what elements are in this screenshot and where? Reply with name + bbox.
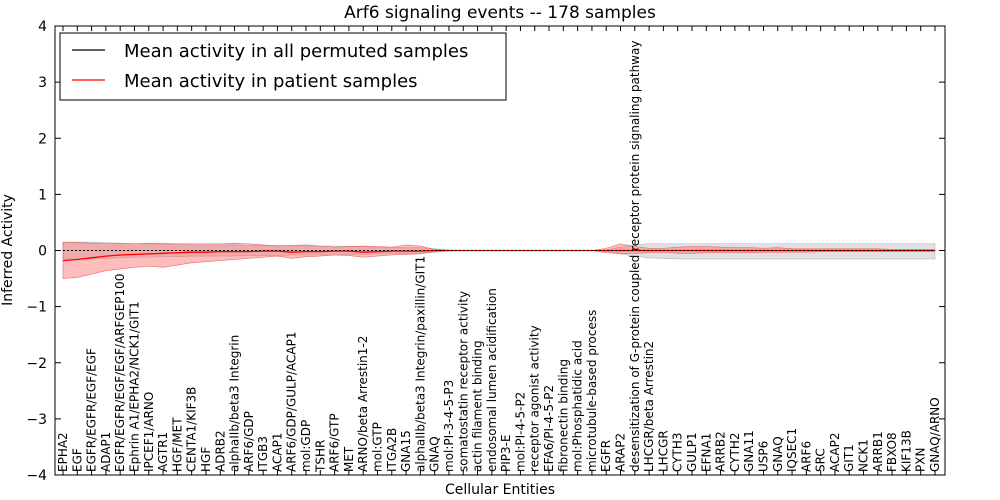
legend-box bbox=[59, 32, 507, 101]
x-tick-label: ITGA2B bbox=[385, 428, 399, 472]
x-tick-label: IQSEC1 bbox=[785, 428, 799, 472]
x-tick-label: ACAP2 bbox=[828, 433, 842, 472]
x-tick-label: alphaIIb/beta3 Integrin/paxillin/GIT1 bbox=[413, 256, 427, 472]
x-tick-label: actin filament binding bbox=[471, 340, 485, 472]
x-tick-label: ARAP2 bbox=[614, 433, 628, 472]
y-tick-label: −3 bbox=[26, 412, 47, 428]
y-tick-label: 3 bbox=[38, 75, 47, 91]
y-tick-label: 1 bbox=[38, 187, 47, 203]
x-tick-label: microtubule-based process bbox=[585, 310, 599, 472]
x-tick-label: EGFR bbox=[599, 440, 613, 472]
x-tick-label: LHCGR bbox=[656, 430, 670, 472]
x-tick-label: TSHR bbox=[313, 440, 327, 473]
y-tick-label: −2 bbox=[26, 356, 47, 372]
x-tick-label: endosomal lumen acidification bbox=[485, 288, 499, 472]
x-tick-label: NCK1 bbox=[857, 439, 871, 472]
x-tick-label: GNAQ/ARNO bbox=[928, 397, 942, 472]
x-tick-label: mol:GTP bbox=[370, 422, 384, 472]
x-tick-label: ADAP1 bbox=[99, 432, 113, 472]
x-tick-label: receptor agonist activity bbox=[528, 325, 542, 472]
x-tick-label: alphaIIb/beta3 Integrin bbox=[228, 335, 242, 472]
x-tick-label: USP6 bbox=[756, 441, 770, 472]
x-tick-label: GNA11 bbox=[742, 430, 756, 472]
x-tick-label: fibronectin binding bbox=[556, 359, 570, 472]
x-tick-label: HGF/MET bbox=[170, 417, 184, 472]
x-tick-label: LHCGR/beta Arrestin2 bbox=[642, 341, 656, 472]
y-tick-label: −1 bbox=[26, 300, 47, 316]
x-tick-label: CENTA1/KIF3B bbox=[185, 387, 199, 472]
x-tick-label: ARRB2 bbox=[714, 431, 728, 472]
x-tick-label: PIP3-E bbox=[499, 434, 513, 472]
x-tick-label: EPHA2 bbox=[56, 432, 70, 472]
x-tick-label: GIT1 bbox=[842, 444, 856, 472]
x-tick-label: CYTH2 bbox=[728, 433, 742, 473]
legend-entry-permuted: Mean activity in all permuted samples bbox=[124, 41, 468, 62]
x-tick-label: mol:GDP bbox=[299, 420, 313, 472]
x-tick-label: PXN bbox=[914, 448, 928, 472]
x-tick-label: HGF bbox=[199, 447, 213, 472]
y-axis-label: Inferred Activity bbox=[0, 194, 16, 306]
y-tick-label: −4 bbox=[26, 468, 47, 484]
x-tick-label: CYTH3 bbox=[671, 433, 685, 473]
x-tick-label: AGTR1 bbox=[156, 432, 170, 472]
x-tick-label: EFNA1 bbox=[699, 433, 713, 472]
chart-title: Arf6 signaling events -- 178 samples bbox=[344, 3, 656, 23]
x-tick-label: EGFR/EGFR/EGF/EGF bbox=[85, 348, 99, 472]
x-tick-label: desensitization of G-protein coupled rec… bbox=[628, 41, 642, 472]
y-axis-ticks: 4 3 2 1 0 −1 −2 −3 −4 bbox=[26, 19, 945, 484]
x-tick-label: mol:PI-4-5-P2 bbox=[513, 392, 527, 472]
x-tick-label: ARF6 bbox=[799, 441, 813, 472]
x-tick-label: mol:PI-3-4-5-P3 bbox=[442, 380, 456, 472]
x-tick-label: ARNO/beta Arrestin1-2 bbox=[356, 336, 370, 472]
x-tick-label: ARF6/GTP bbox=[328, 413, 342, 472]
x-tick-label: SRC bbox=[814, 448, 828, 472]
x-tick-label: ARF6/GDP/GULP/ACAP1 bbox=[285, 332, 299, 472]
x-tick-label: somatostatin receptor activity bbox=[456, 291, 470, 472]
x-tick-label: Ephrin A1/EPHA2/NCK1/GIT1 bbox=[127, 301, 141, 472]
x-axis-label: Cellular Entities bbox=[445, 482, 555, 498]
x-tick-label: IPCEF1/ARNO bbox=[142, 392, 156, 472]
y-tick-label: 2 bbox=[38, 131, 47, 147]
x-tick-label: ARRB1 bbox=[871, 431, 885, 472]
x-tick-label: ITGB3 bbox=[256, 436, 270, 472]
x-tick-label: EGF bbox=[70, 448, 84, 472]
x-tick-label: EFA6/PI-4-5-P2 bbox=[542, 385, 556, 472]
x-tick-label: GULP1 bbox=[685, 432, 699, 472]
y-tick-label: 0 bbox=[38, 244, 47, 260]
x-tick-label: ADRB2 bbox=[213, 430, 227, 472]
y-tick-label: 4 bbox=[38, 19, 47, 35]
x-tick-label: FBXO8 bbox=[885, 432, 899, 472]
legend-entry-patient: Mean activity in patient samples bbox=[124, 71, 418, 92]
x-tick-label: GNA15 bbox=[399, 430, 413, 472]
band-permuted bbox=[62, 241, 936, 260]
x-tick-label: KIF13B bbox=[899, 430, 913, 472]
x-axis-ticks: EPHA2 EGF EGFR/EGFR/EGF/EGF ADAP1 EGFR/EGFR/… bbox=[56, 26, 942, 475]
x-tick-label: GNAQ bbox=[771, 436, 785, 472]
x-tick-label: EGFR/EGFR/EGF/EGF/ARFGEP100 bbox=[113, 274, 127, 472]
x-tick-label: ACAP1 bbox=[270, 433, 284, 472]
x-tick-label: MET bbox=[342, 446, 356, 472]
x-tick-label: mol:Phosphatidic acid bbox=[571, 340, 585, 472]
x-tick-label: GNAQ bbox=[428, 436, 442, 472]
plot-area bbox=[54, 25, 946, 476]
x-tick-label: ARF6/GDP bbox=[242, 411, 256, 472]
legend: Mean activity in all permuted samples Me… bbox=[59, 32, 507, 101]
